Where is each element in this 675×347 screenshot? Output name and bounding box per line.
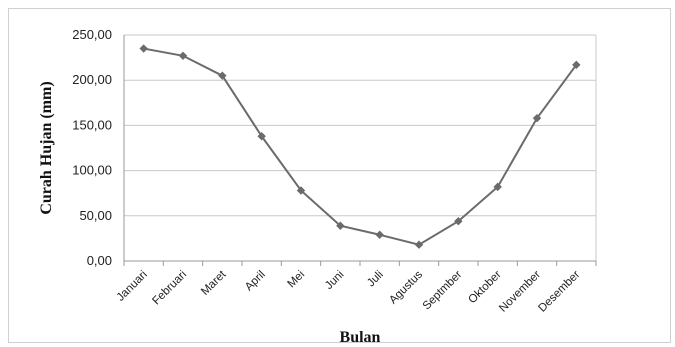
x-tick-label: Septmber [421, 269, 465, 313]
gridlines [123, 34, 597, 266]
data-point [493, 182, 502, 192]
x-axis-title: Bulan [340, 329, 381, 346]
y-tick-label: 0,00 [87, 253, 112, 268]
x-tick-label: Februari [150, 269, 189, 308]
y-tick-label: 50,00 [79, 208, 112, 223]
data-point [375, 230, 384, 239]
x-tick-label: Mei [286, 269, 308, 291]
data-point [572, 60, 581, 70]
data-point [178, 51, 188, 60]
y-tick-label: 150,00 [72, 117, 112, 132]
y-tick-label: 100,00 [72, 163, 112, 178]
x-tick-label: Januari [115, 269, 150, 304]
x-tick-label: Oktober [466, 269, 504, 307]
y-tick-labels: 0,00 50,00 100,00 150,00 200,00 250,00 [72, 27, 112, 268]
y-tick-label: 250,00 [72, 27, 112, 42]
data-point [336, 221, 345, 230]
chart-frame [8, 8, 671, 343]
y-tick-label: 200,00 [72, 72, 112, 87]
data-point [218, 71, 227, 80]
data-point [454, 217, 463, 226]
x-tick-label: Juli [365, 269, 386, 290]
series-line-0 [143, 47, 578, 246]
data-point [139, 44, 148, 53]
data-point [532, 113, 542, 123]
x-tick-label: Juni [323, 269, 346, 292]
x-tick-label: April [243, 269, 268, 294]
x-tick-label: November [497, 269, 543, 315]
data-point [296, 186, 306, 195]
x-tick-labels: Januari Februari Maret April Mei Juni Juli Agus… [115, 268, 583, 315]
x-tick-label: Desember [536, 269, 582, 315]
y-axis-title: Curah Hujan (mm) [38, 81, 55, 214]
data-point [414, 240, 424, 249]
x-tick-label: Maret [199, 268, 229, 298]
data-point [257, 132, 266, 141]
series-line [139, 44, 581, 249]
x-tick-label: Agustus [387, 268, 425, 306]
